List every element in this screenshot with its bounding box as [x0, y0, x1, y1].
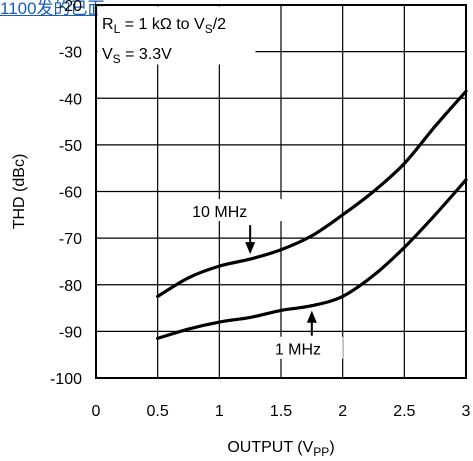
y-tick-label: -20 — [59, 0, 82, 15]
series-layer — [156, 89, 468, 340]
y-axis-title: THD (dBc) — [11, 154, 28, 230]
grid — [95, 4, 467, 379]
y-tick-label: -50 — [59, 138, 82, 155]
y-tick-label: -60 — [59, 185, 82, 202]
condition-line: VS = 3.3V — [102, 46, 172, 66]
condition-line: RL = 1 kΩ to VS/2 — [102, 16, 226, 36]
y-tick-label: -100 — [50, 371, 82, 388]
y-tick-label: -30 — [59, 45, 82, 62]
y-tick-label: -90 — [59, 324, 82, 341]
x-tick-label: 0.5 — [147, 403, 169, 420]
annotation-label-1-mhz: 1 MHz — [275, 342, 321, 359]
x-axis-title: OUTPUT (VPP) — [227, 439, 334, 459]
x-tick-label: 3 — [462, 403, 471, 420]
x-tick-label: 0 — [92, 403, 101, 420]
annotation-bg-1-mhz — [272, 336, 343, 359]
series-line-10-mhz — [156, 89, 468, 299]
y-tick-label: -40 — [59, 91, 82, 108]
series-line-1-mhz — [156, 178, 468, 340]
annotations: 10 MHz 1 MHz — [190, 199, 343, 359]
annotation-label-10-mhz: 10 MHz — [192, 204, 247, 221]
annotation-arrowhead-1-mhz — [306, 310, 317, 323]
y-tick-label: -70 — [59, 231, 82, 248]
conditions-background — [97, 6, 256, 65]
tick-labels: 0 0.5 1 1.5 2 2.5 3 -100 -90 -80 -70 -60 -50 -40 -30 -2… — [50, 0, 471, 420]
y-tick-label: -80 — [59, 278, 82, 295]
x-tick-label: 1 — [215, 403, 224, 420]
test-conditions: RL = 1 kΩ to VS/2 VS = 3.3V — [102, 16, 226, 66]
overlay-link-text[interactable]: 1100发的已面 — [0, 0, 105, 18]
plot-frame — [95, 4, 467, 379]
x-tick-label: 2 — [338, 403, 347, 420]
annotation-arrowhead-10-mhz — [245, 242, 256, 255]
x-tick-label: 2.5 — [393, 403, 415, 420]
annotation-bg-10-mhz — [190, 199, 309, 222]
x-tick-label: 1.5 — [270, 403, 292, 420]
